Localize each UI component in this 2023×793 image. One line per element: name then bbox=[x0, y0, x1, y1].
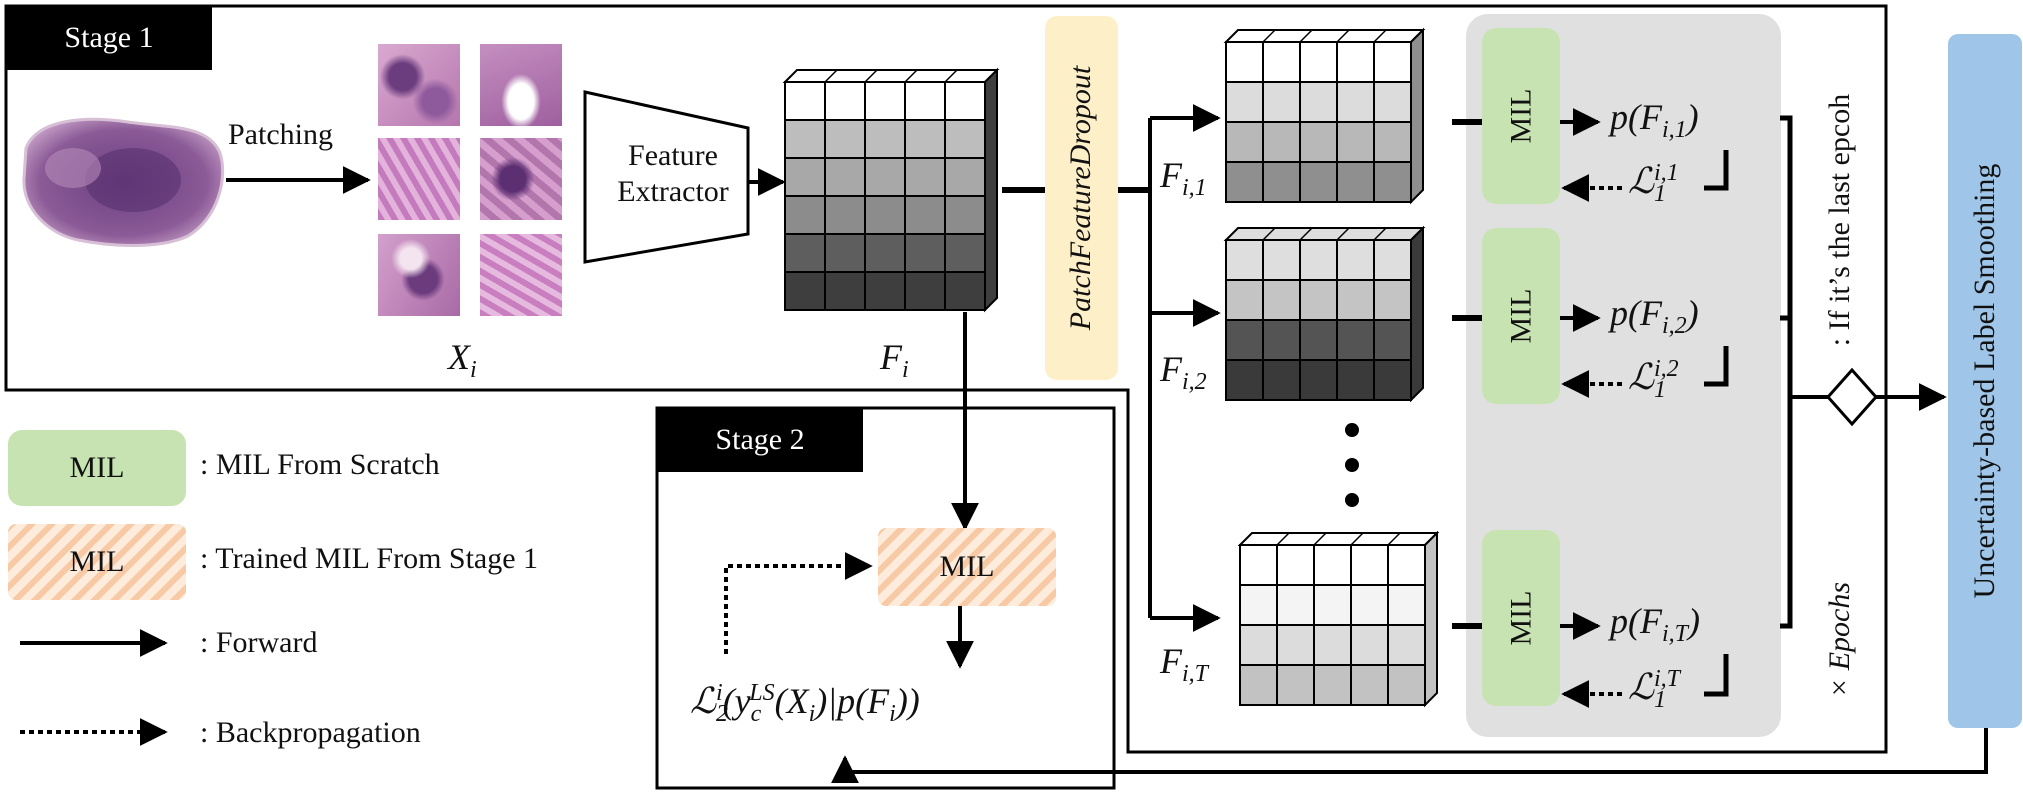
mil-box-t: MIL bbox=[1482, 530, 1560, 706]
p-output-t: p(Fi,T) bbox=[1610, 601, 1700, 648]
stage2-tag: Stage 2 bbox=[657, 408, 863, 472]
patch-tile bbox=[480, 234, 562, 316]
p-output-2: p(Fi,2) bbox=[1610, 293, 1699, 340]
fi2-label: Fi,2 bbox=[1160, 349, 1207, 396]
label-smoothing-label: Uncertainty-based Label Smoothing bbox=[1968, 163, 2001, 599]
legend-mil-trained-label: : Trained MIL From Stage 1 bbox=[200, 542, 539, 575]
loss1-elbow bbox=[1704, 150, 1729, 191]
feature-extractor-line1: Feature bbox=[628, 139, 718, 172]
patch-tile bbox=[480, 44, 562, 126]
output-bracket bbox=[1780, 115, 1793, 629]
feature-extractor-line2: Extractor bbox=[617, 175, 729, 208]
ellipsis-dot bbox=[1345, 458, 1359, 472]
loss-2: ℒ1i,2 bbox=[1628, 356, 1679, 404]
stage2-loss: ℒ2i(ycLS(Xi)|p(Fi)) bbox=[690, 680, 920, 728]
fi1-label: Fi,1 bbox=[1160, 155, 1207, 202]
xi-label: Xi bbox=[448, 337, 477, 384]
mil-box-2: MIL bbox=[1482, 228, 1560, 404]
whole-slide-image bbox=[22, 117, 225, 247]
feature-cube-fit bbox=[1237, 530, 1440, 708]
losst-elbow bbox=[1704, 654, 1729, 697]
fi-label: Fi bbox=[880, 337, 909, 384]
feature-cube-fi2 bbox=[1223, 225, 1426, 403]
label-smoothing-box bbox=[1948, 34, 2022, 728]
loss-1: ℒ1i,1 bbox=[1628, 160, 1679, 208]
feature-extractor-shape bbox=[583, 90, 750, 264]
stage1-tag: Stage 1 bbox=[6, 6, 212, 70]
stage2-trained-mil: MIL bbox=[878, 528, 1056, 606]
fit-label: Fi,T bbox=[1160, 641, 1209, 688]
epochs-note: × Epochs bbox=[1823, 581, 1856, 699]
legend-mil-scratch-swatch: MIL bbox=[8, 430, 186, 506]
last-epoch-note: : If it’s the last epcoh bbox=[1823, 93, 1856, 347]
legend-mil-trained-swatch: MIL bbox=[8, 524, 186, 600]
p-output-1: p(Fi,1) bbox=[1610, 97, 1699, 144]
legend-backprop-label: : Backpropagation bbox=[200, 716, 421, 749]
patch-feature-dropout-label: PatchFeatureDropout bbox=[1064, 65, 1097, 331]
mil-box-1: MIL bbox=[1482, 28, 1560, 204]
patch-feature-dropout-box bbox=[1045, 16, 1118, 380]
smoothing-return-arrow bbox=[831, 728, 1988, 784]
loss-t: ℒ1i,T bbox=[1628, 666, 1680, 714]
feature-cube-fi1 bbox=[1223, 27, 1426, 205]
stage1-border bbox=[4, 4, 1888, 754]
feature-cube-fi bbox=[782, 67, 1000, 313]
legend-forward-label: : Forward bbox=[200, 626, 318, 659]
ellipsis-dot bbox=[1345, 423, 1359, 437]
legend-mil-scratch-label: : MIL From Scratch bbox=[200, 448, 440, 481]
patch-tile bbox=[378, 138, 460, 220]
patch-tile bbox=[480, 138, 562, 220]
ellipsis-dot bbox=[1345, 493, 1359, 507]
loss2-elbow bbox=[1704, 346, 1729, 387]
stage2-backprop bbox=[724, 552, 873, 654]
patch-tile bbox=[378, 44, 460, 126]
feature-extractor-label: Feature Extractor bbox=[598, 138, 748, 210]
patching-label: Patching bbox=[228, 118, 333, 151]
last-epoch-diamond bbox=[1825, 367, 1879, 427]
patch-tile bbox=[378, 234, 460, 316]
stage2-border bbox=[655, 406, 1116, 790]
